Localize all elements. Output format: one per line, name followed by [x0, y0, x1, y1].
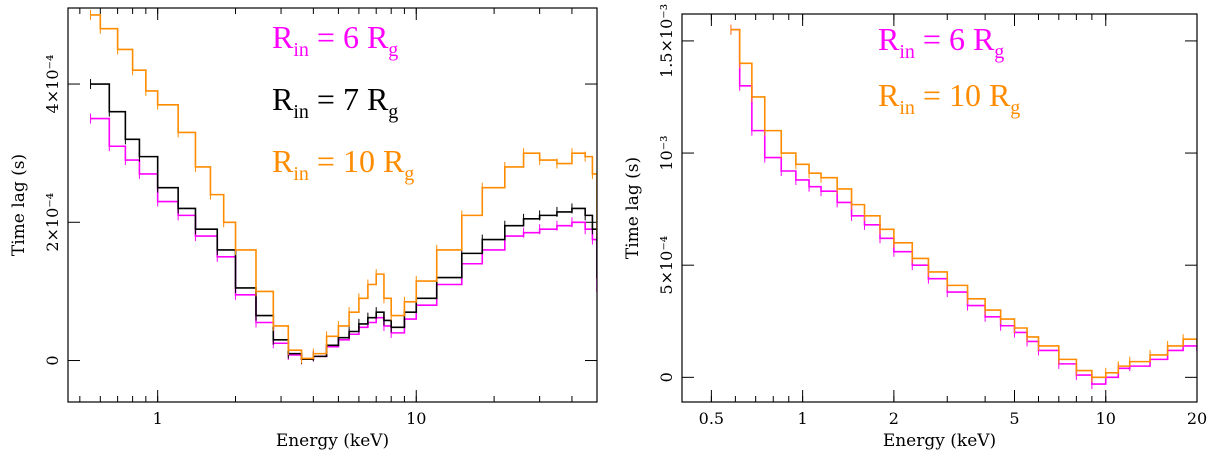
x-tick-label: 0.5 [699, 409, 724, 428]
y-tick-label: 1.5×10⁻³ [657, 4, 676, 78]
x-tick-label: 5 [1009, 409, 1019, 428]
legend-entry-1: Rin = 7 Rg [272, 81, 398, 123]
y-tick-label: 10⁻³ [657, 135, 676, 170]
legend-entry-0: Rin = 6 Rg [878, 21, 1004, 63]
x-tick-label: 10 [406, 409, 426, 428]
x-tick-label: 1 [153, 409, 163, 428]
y-axis-label: Time lag (s) [9, 154, 29, 256]
plot-frame [67, 7, 598, 403]
x-tick-label: 1 [798, 409, 808, 428]
x-axis-label: Energy (keV) [276, 431, 389, 451]
right-chart: 0.5 1 2 5 10 20 0 5×10⁻⁴ 10⁻³ 1.5×10⁻³ Energy (keV… [623, 4, 1207, 451]
y-tick-label: 0 [43, 355, 62, 365]
y-axis-label: Time lag (s) [623, 157, 643, 259]
series-line-1 [730, 28, 1197, 379]
legend-entry-2: Rin = 10 Rg [272, 143, 414, 185]
left-chart: 1 10 0 2×10⁻⁴ 4×10⁻⁴ Energy (keV) Time lag (s)… [9, 7, 598, 451]
plot-frame [681, 13, 1198, 403]
x-tick-label: 20 [1187, 409, 1207, 428]
y-tick-label: 4×10⁻⁴ [43, 55, 62, 114]
x-tick-label: 2 [889, 409, 899, 428]
legend-entry-1: Rin = 10 Rg [878, 77, 1020, 119]
x-tick-label: 10 [1096, 409, 1116, 428]
legend-entry-0: Rin = 6 Rg [272, 19, 398, 61]
y-tick-label: 2×10⁻⁴ [43, 193, 62, 252]
y-tick-label: 0 [657, 372, 676, 382]
series-line-1 [90, 83, 597, 360]
x-axis-label: Energy (keV) [883, 431, 996, 451]
y-tick-label: 5×10⁻⁴ [657, 236, 676, 295]
x-minor-ticks [681, 14, 1198, 402]
series-line-2 [90, 14, 597, 360]
